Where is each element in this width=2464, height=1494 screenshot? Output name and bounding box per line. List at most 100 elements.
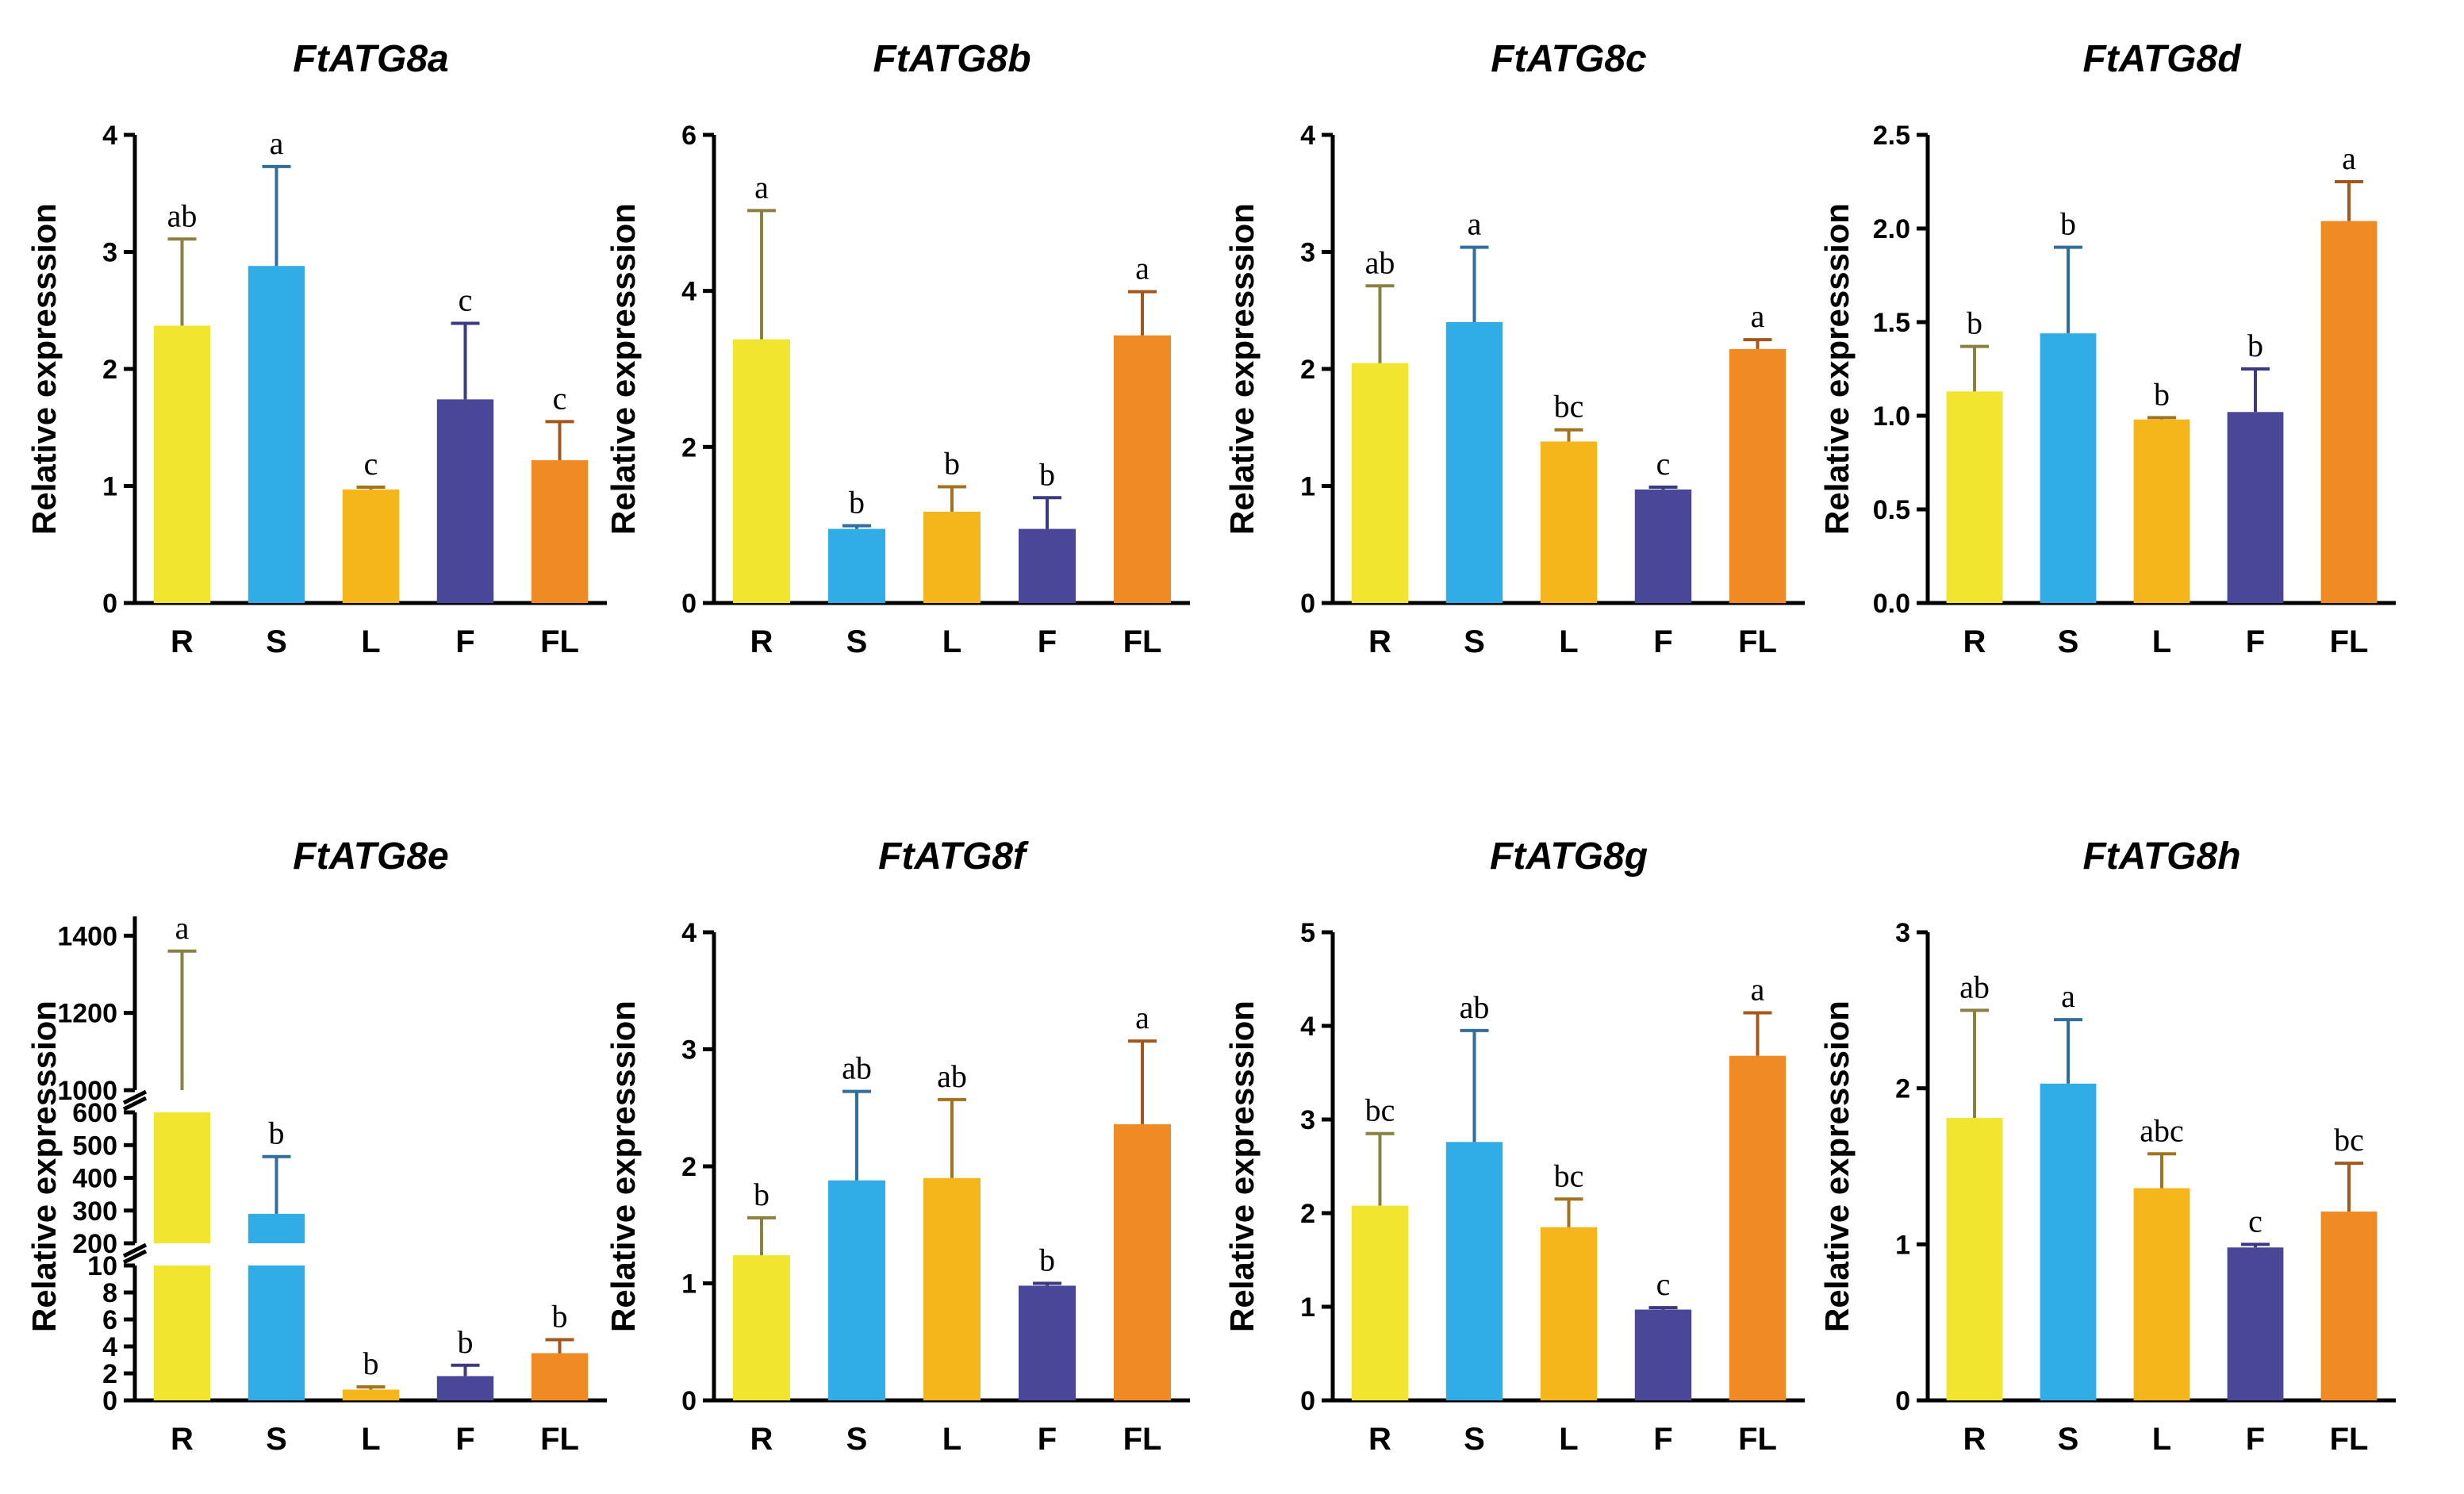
- significance-label: a: [1135, 251, 1149, 286]
- chart-title: FtATG8f: [878, 835, 1029, 878]
- bar-F: [436, 1376, 494, 1400]
- axis-break-mark: [122, 1089, 148, 1105]
- significance-label: a: [1751, 298, 1765, 334]
- chart-title: FtATG8d: [2082, 38, 2242, 80]
- chart-title: FtATG8e: [293, 835, 448, 878]
- x-tick-label: L: [942, 624, 961, 659]
- x-tick-label: R: [1368, 624, 1391, 659]
- x-tick-label: F: [1038, 624, 1057, 659]
- significance-label: ab: [1460, 989, 1490, 1025]
- significance-label: c: [364, 446, 378, 482]
- x-tick-label: F: [455, 624, 474, 659]
- significance-label: c: [2248, 1203, 2263, 1239]
- significance-label: c: [553, 380, 567, 416]
- x-tick-label: S: [2058, 624, 2079, 659]
- chart-title: FtATG8a: [293, 38, 448, 80]
- x-tick-label: FL: [1123, 1422, 1162, 1457]
- y-tick-label: 0: [681, 1386, 697, 1416]
- x-tick-label: L: [2152, 624, 2171, 659]
- chart-title: FtATG8b: [873, 38, 1031, 80]
- bar-F: [2227, 412, 2284, 603]
- significance-label: b: [552, 1299, 568, 1335]
- bar-S: [248, 266, 305, 603]
- y-tick-label: 2: [1300, 1199, 1315, 1229]
- y-tick-label: 1.5: [1873, 308, 1910, 338]
- bar-L: [342, 1389, 400, 1400]
- significance-label: b: [269, 1116, 285, 1151]
- panel-FtATG8g: FtATG8g Relative expresssion 0 1 2 3 4 5 bc Rab Sb…: [1223, 835, 1805, 1457]
- bar-R: [153, 1112, 211, 1243]
- y-tick-label: 4: [1300, 1012, 1315, 1042]
- axis-break-mark: [122, 1242, 148, 1258]
- x-tick-label: R: [1963, 1422, 1986, 1457]
- x-tick-label: F: [1653, 1422, 1672, 1457]
- bar-R: [1351, 1205, 1409, 1400]
- bar-F: [1019, 528, 1076, 603]
- bar-S: [2040, 1083, 2097, 1400]
- x-tick-label: S: [266, 624, 287, 659]
- y-axis-label: Relative expresssion: [604, 203, 642, 535]
- x-tick-label: F: [1653, 624, 1672, 659]
- significance-label: a: [754, 169, 769, 205]
- bar-F: [436, 399, 494, 603]
- bar-FL: [531, 1353, 589, 1400]
- significance-label: c: [1656, 1266, 1671, 1302]
- bar-S: [2040, 333, 2097, 603]
- bar-FL: [1114, 1123, 1171, 1400]
- y-tick-label: 2: [102, 1359, 117, 1389]
- y-tick-label: 4: [1300, 121, 1315, 151]
- y-tick-label: 8: [102, 1278, 117, 1308]
- bar-S: [248, 1213, 305, 1243]
- x-tick-label: S: [266, 1422, 287, 1457]
- x-tick-label: FL: [1123, 624, 1162, 659]
- significance-label: a: [2061, 978, 2075, 1014]
- significance-label: b: [363, 1346, 379, 1381]
- panel-FtATG8e: FtATG8e Relative expresssion 0246810200300…: [25, 835, 607, 1457]
- x-tick-label: FL: [2330, 624, 2369, 659]
- y-tick-label: 5: [1300, 918, 1315, 948]
- significance-label: b: [944, 445, 960, 481]
- significance-label: ab: [167, 198, 198, 233]
- significance-label: b: [2154, 376, 2170, 412]
- y-tick-label: 3: [1300, 1105, 1315, 1135]
- x-tick-label: L: [942, 1422, 961, 1457]
- bar-FL: [1114, 335, 1171, 603]
- y-tick-label: 3: [681, 1035, 697, 1066]
- y-tick-label: 2: [681, 432, 697, 463]
- x-tick-label: R: [1368, 1422, 1391, 1457]
- x-tick-label: L: [361, 624, 380, 659]
- significance-label: ab: [937, 1058, 967, 1094]
- bar-F: [1019, 1285, 1076, 1400]
- significance-label: c: [459, 282, 473, 317]
- y-tick-label: 1200: [57, 999, 117, 1029]
- bar-R: [733, 1255, 790, 1400]
- y-axis-label: Relative expresssion: [25, 203, 63, 535]
- panel-FtATG8d: FtATG8d Relative expresssion 0.0 0.5 1.0 1.5 2…: [1818, 38, 2396, 659]
- y-tick-label: 0: [102, 1386, 117, 1416]
- y-tick-label: 2: [1895, 1074, 1910, 1104]
- x-tick-label: R: [750, 624, 773, 659]
- y-axis-label: Relative expresssion: [604, 1000, 642, 1332]
- bar-S: [828, 528, 885, 603]
- y-tick-label: 4: [681, 918, 697, 948]
- y-tick-label: 4: [681, 277, 697, 307]
- x-tick-label: S: [1464, 624, 1485, 659]
- x-tick-label: L: [361, 1422, 380, 1457]
- x-tick-label: FL: [540, 1422, 579, 1457]
- significance-label: b: [1039, 456, 1055, 492]
- bar-L: [1540, 1227, 1598, 1400]
- x-tick-label: R: [171, 624, 194, 659]
- significance-label: b: [849, 485, 865, 520]
- significance-label: ab: [842, 1050, 872, 1086]
- y-tick-label: 1: [681, 1269, 697, 1300]
- x-tick-label: R: [750, 1422, 773, 1457]
- x-tick-label: S: [846, 624, 868, 659]
- y-tick-label: 200: [72, 1229, 117, 1259]
- y-tick-label: 4: [102, 121, 117, 151]
- y-tick-label: 4: [102, 1332, 117, 1362]
- y-axis-label: Relative expresssion: [1818, 1000, 1856, 1332]
- panel-FtATG8b: FtATG8b Relative expresssion 0 2 4 6 a Rb Sb Lb Fa…: [604, 38, 1190, 659]
- x-tick-label: F: [455, 1422, 474, 1457]
